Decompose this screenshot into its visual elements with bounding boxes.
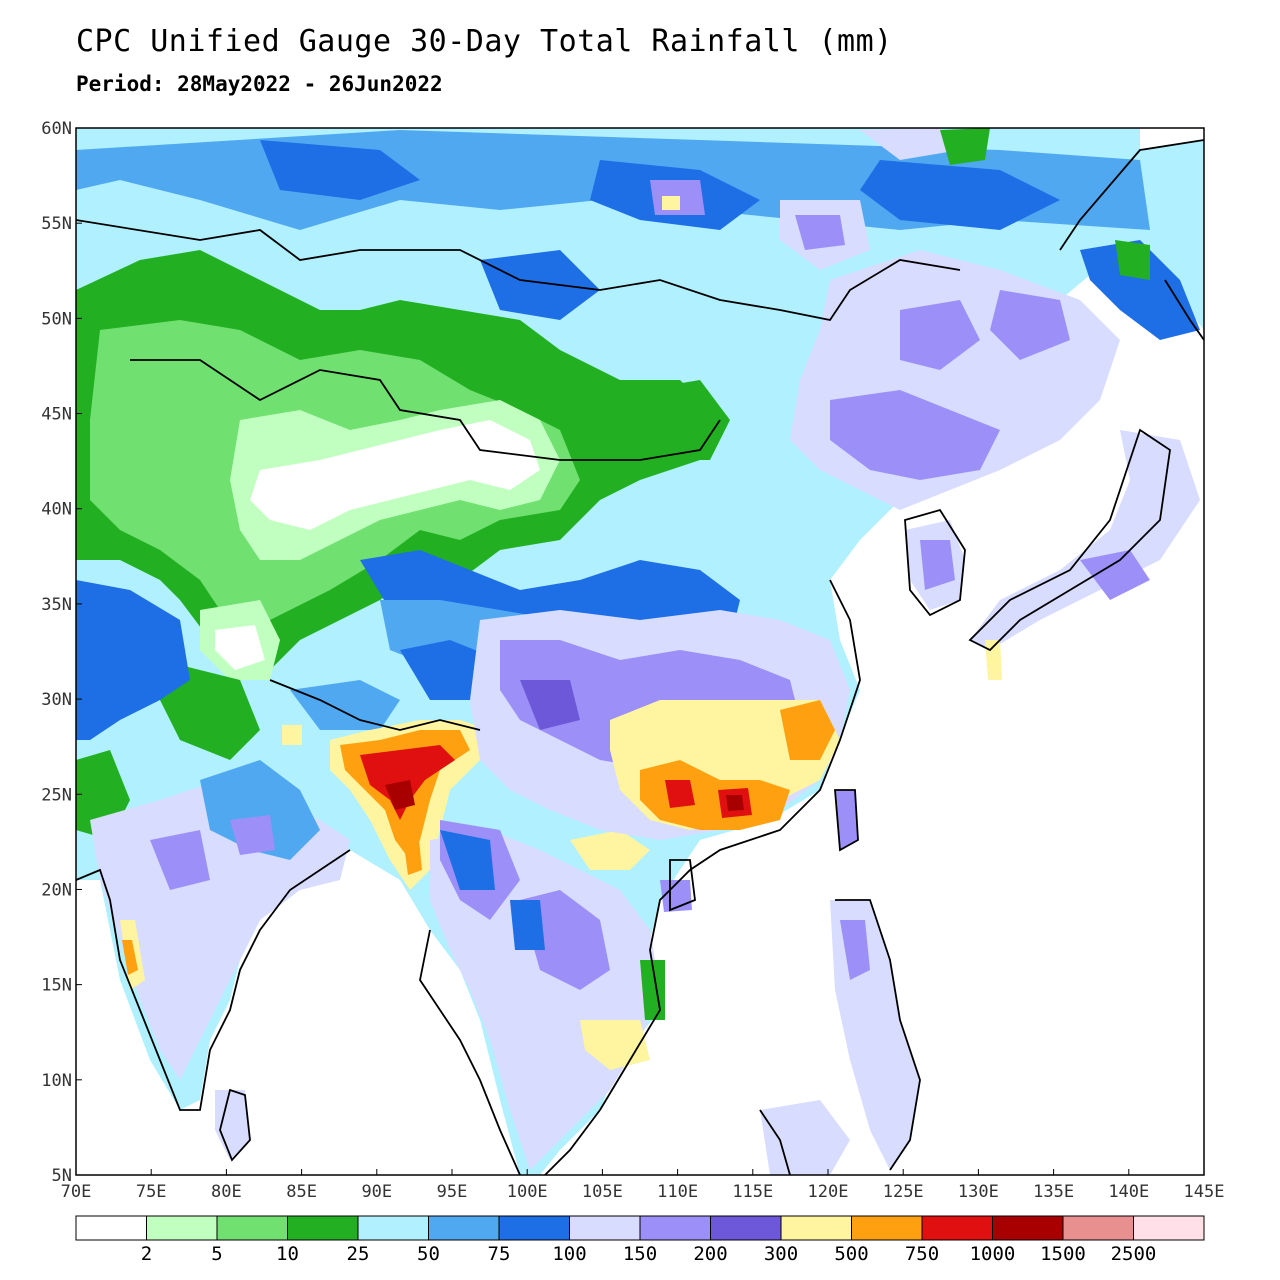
lon-tick-label: 145E bbox=[1184, 1182, 1225, 1202]
colorbar-swatch bbox=[1133, 1215, 1205, 1241]
colorbar-swatch bbox=[357, 1215, 429, 1241]
lon-tick-label: 115E bbox=[732, 1182, 773, 1202]
lon-tick-label: 130E bbox=[958, 1182, 999, 1202]
lat-tick-label: 30N bbox=[41, 690, 72, 710]
lon-tick-label: 105E bbox=[582, 1182, 623, 1202]
colorbar-swatch bbox=[569, 1215, 641, 1241]
lon-tick-label: 125E bbox=[883, 1182, 924, 1202]
lon-tick-label: 85E bbox=[286, 1182, 317, 1202]
colorbar-swatch bbox=[287, 1215, 359, 1241]
rainfall-field bbox=[76, 128, 1204, 1175]
colorbar-label: 10 bbox=[276, 1243, 299, 1265]
colorbar-swatch bbox=[921, 1215, 993, 1241]
colorbar-swatch bbox=[992, 1215, 1064, 1241]
map-title: CPC Unified Gauge 30-Day Total Rainfall … bbox=[76, 24, 893, 59]
lon-tick-label: 135E bbox=[1033, 1182, 1074, 1202]
lat-tick-label: 60N bbox=[41, 119, 72, 139]
lon-tick-label: 100E bbox=[507, 1182, 548, 1202]
lon-tick-label: 95E bbox=[437, 1182, 468, 1202]
lat-tick-label: 50N bbox=[41, 309, 72, 329]
colorbar-label: 25 bbox=[347, 1243, 370, 1265]
lon-tick-label: 80E bbox=[211, 1182, 242, 1202]
lat-tick-label: 25N bbox=[41, 785, 72, 805]
lon-tick-label: 75E bbox=[136, 1182, 167, 1202]
lat-tick-label: 35N bbox=[41, 595, 72, 615]
lon-tick-label: 70E bbox=[61, 1182, 92, 1202]
colorbar-label: 1500 bbox=[1040, 1243, 1086, 1265]
colorbar-swatch bbox=[780, 1215, 852, 1241]
colorbar-label: 750 bbox=[905, 1243, 939, 1265]
colorbar-label: 100 bbox=[552, 1243, 586, 1265]
colorbar-swatch bbox=[216, 1215, 288, 1241]
lon-tick-label: 140E bbox=[1108, 1182, 1149, 1202]
colorbar-swatch bbox=[498, 1215, 570, 1241]
colorbar-label: 500 bbox=[834, 1243, 868, 1265]
colorbar-label: 1000 bbox=[970, 1243, 1016, 1265]
coastlines bbox=[76, 139, 1204, 1175]
lat-tick-label: 5N bbox=[52, 1166, 72, 1186]
rainfall-colorbar: 2 5 10 25 50 75 100 150 200 300 500 750 1000 1500 2500 bbox=[75, 1215, 1205, 1265]
lat-tick-label: 45N bbox=[41, 405, 72, 425]
colorbar-label: 75 bbox=[488, 1243, 511, 1265]
colorbar-label: 200 bbox=[693, 1243, 727, 1265]
lat-tick-label: 10N bbox=[41, 1071, 72, 1091]
colorbar-swatch bbox=[75, 1215, 147, 1241]
colorbar-swatch bbox=[428, 1215, 500, 1241]
lon-tick-label: 120E bbox=[808, 1182, 849, 1202]
colorbar-label: 5 bbox=[211, 1243, 222, 1265]
lat-tick-label: 55N bbox=[41, 214, 72, 234]
colorbar-swatch bbox=[639, 1215, 711, 1241]
lon-tick-label: 110E bbox=[657, 1182, 698, 1202]
colorbar-swatch bbox=[1062, 1215, 1134, 1241]
colorbar-label: 300 bbox=[764, 1243, 798, 1265]
lat-tick-label: 20N bbox=[41, 880, 72, 900]
colorbar-swatch bbox=[146, 1215, 218, 1241]
lat-tick-label: 40N bbox=[41, 500, 72, 520]
lon-tick-label: 90E bbox=[361, 1182, 392, 1202]
lat-tick-label: 15N bbox=[41, 976, 72, 996]
map-period: Period: 28May2022 - 26Jun2022 bbox=[76, 72, 443, 96]
colorbar-label: 150 bbox=[623, 1243, 657, 1265]
map-frame bbox=[75, 127, 1205, 1176]
colorbar-label: 2500 bbox=[1111, 1243, 1157, 1265]
colorbar-swatch bbox=[851, 1215, 923, 1241]
latitude-axis: 60N 55N 50N 45N 40N 35N 30N 25N 20N 15N 10N 5N bbox=[41, 119, 82, 1186]
longitude-axis: 70E 75E 80E 85E 90E 95E 100E 105E 110E 115E 120E 12… bbox=[61, 1169, 1225, 1202]
colorbar-label: 2 bbox=[141, 1243, 152, 1265]
colorbar-swatch bbox=[710, 1215, 782, 1241]
colorbar-label: 50 bbox=[417, 1243, 440, 1265]
